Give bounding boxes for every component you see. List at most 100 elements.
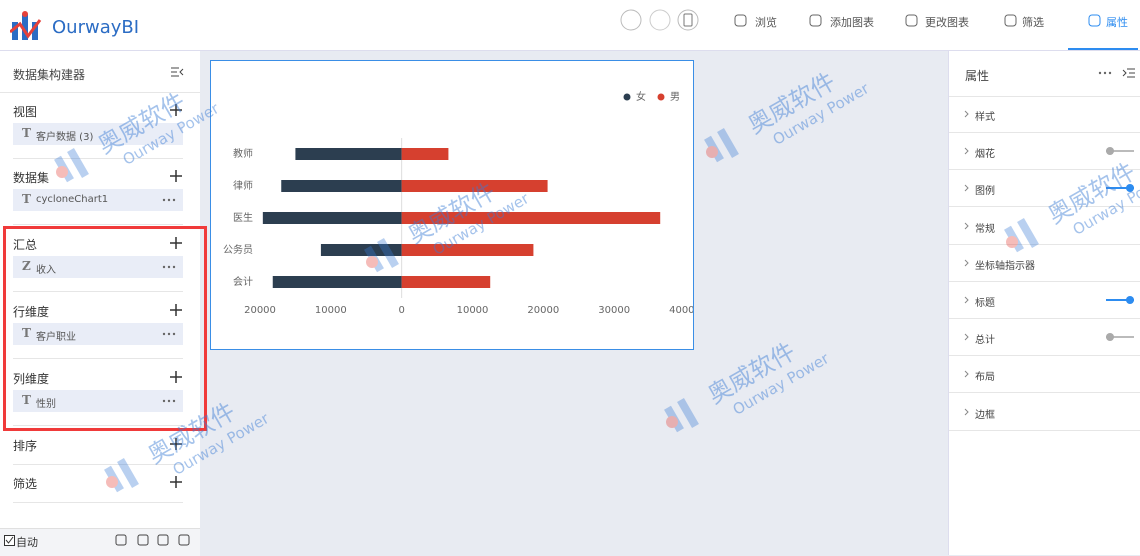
property-item[interactable]: 烟花 xyxy=(975,149,995,161)
section-label: 排序 xyxy=(13,439,38,453)
field-item[interactable] xyxy=(13,189,183,211)
collapse-icon xyxy=(1122,68,1135,78)
watermark-logo xyxy=(364,238,399,273)
active-tab-underline xyxy=(1068,48,1138,50)
toggle-switch[interactable] xyxy=(1104,146,1136,156)
add-button xyxy=(170,170,182,182)
bar xyxy=(401,148,449,160)
footer-action xyxy=(137,534,149,546)
toolbar-button[interactable]: 添加图表 xyxy=(830,16,874,29)
toolbar-button[interactable]: 属性 xyxy=(1106,16,1128,29)
field-name: 收入 xyxy=(36,265,56,276)
x-tick-label: 0 xyxy=(398,305,404,316)
logo-icon xyxy=(10,11,42,40)
watermark-logo xyxy=(664,398,699,433)
toolbar-icon xyxy=(1004,14,1017,27)
field-name: cycloneChart1 xyxy=(36,194,109,205)
add-button xyxy=(170,438,182,450)
right-panel xyxy=(948,51,1140,555)
chart: 20000 10000 0 10000 20000 30000 40000 教师律师医生公务员… xyxy=(223,90,693,316)
y-tick-label: 教师 xyxy=(233,147,253,160)
more-button xyxy=(162,332,176,336)
expand-arrow xyxy=(964,110,969,118)
toolbar-icon xyxy=(734,14,747,27)
watermark-logo xyxy=(704,128,739,163)
panel-title: 属性 xyxy=(965,69,990,83)
legend-label: 女 xyxy=(636,90,646,103)
panel-title: 数据集构建器 xyxy=(13,68,86,82)
toggle-switch[interactable] xyxy=(1104,295,1136,305)
toolbar-button[interactable]: 筛选 xyxy=(1022,16,1044,29)
highlight-box xyxy=(3,226,207,431)
chart-box xyxy=(210,60,694,350)
bar xyxy=(401,244,534,256)
divider xyxy=(949,243,1140,245)
field-item[interactable] xyxy=(13,256,183,278)
toolbar-icon xyxy=(905,14,918,27)
y-tick-label: 律师 xyxy=(233,179,253,192)
mobile[interactable] xyxy=(677,9,699,31)
section-label: 汇总 xyxy=(13,238,38,252)
divider xyxy=(13,224,183,225)
field-type-icon: T xyxy=(22,393,31,407)
toolbar-button[interactable]: 浏览 xyxy=(755,16,777,29)
footer-bar xyxy=(0,528,200,556)
redo[interactable] xyxy=(649,9,671,31)
field-item[interactable] xyxy=(13,323,183,345)
divider xyxy=(949,206,1140,208)
divider xyxy=(949,318,1140,319)
toolbar-button[interactable]: 更改图表 xyxy=(925,16,969,29)
divider xyxy=(949,169,1140,171)
divider xyxy=(949,96,1140,97)
property-item[interactable]: 布局 xyxy=(975,372,995,384)
section-label: 筛选 xyxy=(13,477,38,491)
property-item[interactable]: 标题 xyxy=(975,298,995,309)
expand-arrow xyxy=(964,147,969,155)
expand-arrow xyxy=(964,408,969,415)
field-type-icon: T xyxy=(22,192,31,206)
more-button xyxy=(1098,71,1112,75)
top-bar xyxy=(0,0,1140,51)
auto-checkbox-label[interactable]: 自动 xyxy=(16,536,38,549)
expand-arrow xyxy=(964,185,969,192)
more-button xyxy=(162,399,176,403)
toggle-switch[interactable] xyxy=(1104,332,1136,342)
field-type-icon: T xyxy=(22,326,31,340)
x-tick-label: 20000 xyxy=(244,305,276,316)
footer-action xyxy=(157,534,169,546)
field-item[interactable] xyxy=(13,390,183,412)
section-label: 行维度 xyxy=(13,305,50,319)
property-item[interactable]: 总计 xyxy=(975,335,995,347)
divider xyxy=(949,132,1140,133)
x-tick-label: 30000 xyxy=(598,305,630,316)
undo[interactable] xyxy=(620,9,642,31)
expand-arrow xyxy=(964,371,969,378)
bar xyxy=(320,244,402,256)
y-tick-label: 医生 xyxy=(233,211,253,224)
toggle-switch[interactable] xyxy=(1104,183,1136,193)
section-label: 数据集 xyxy=(13,171,50,185)
more-button xyxy=(162,198,176,202)
x-tick-label: 10000 xyxy=(315,305,347,316)
footer-action xyxy=(178,534,190,546)
divider xyxy=(13,291,183,292)
expand-arrow xyxy=(964,296,969,304)
property-item[interactable]: 图例 xyxy=(975,186,995,198)
divider xyxy=(949,392,1140,394)
legend-marker xyxy=(657,93,665,101)
logo-text: OurwayBI xyxy=(52,17,140,38)
divider xyxy=(13,425,183,426)
bar xyxy=(401,180,548,192)
legend-label: 男 xyxy=(670,91,680,103)
property-item[interactable]: 边框 xyxy=(975,409,995,421)
property-item[interactable]: 坐标轴指示器 xyxy=(975,260,1035,272)
bar xyxy=(295,148,402,160)
property-item[interactable]: 样式 xyxy=(975,112,995,123)
add-button xyxy=(170,104,182,116)
field-item[interactable] xyxy=(13,123,183,145)
add-button xyxy=(170,371,182,383)
property-item[interactable]: 常规 xyxy=(975,223,995,235)
divider xyxy=(949,280,1140,282)
divider xyxy=(13,502,183,503)
